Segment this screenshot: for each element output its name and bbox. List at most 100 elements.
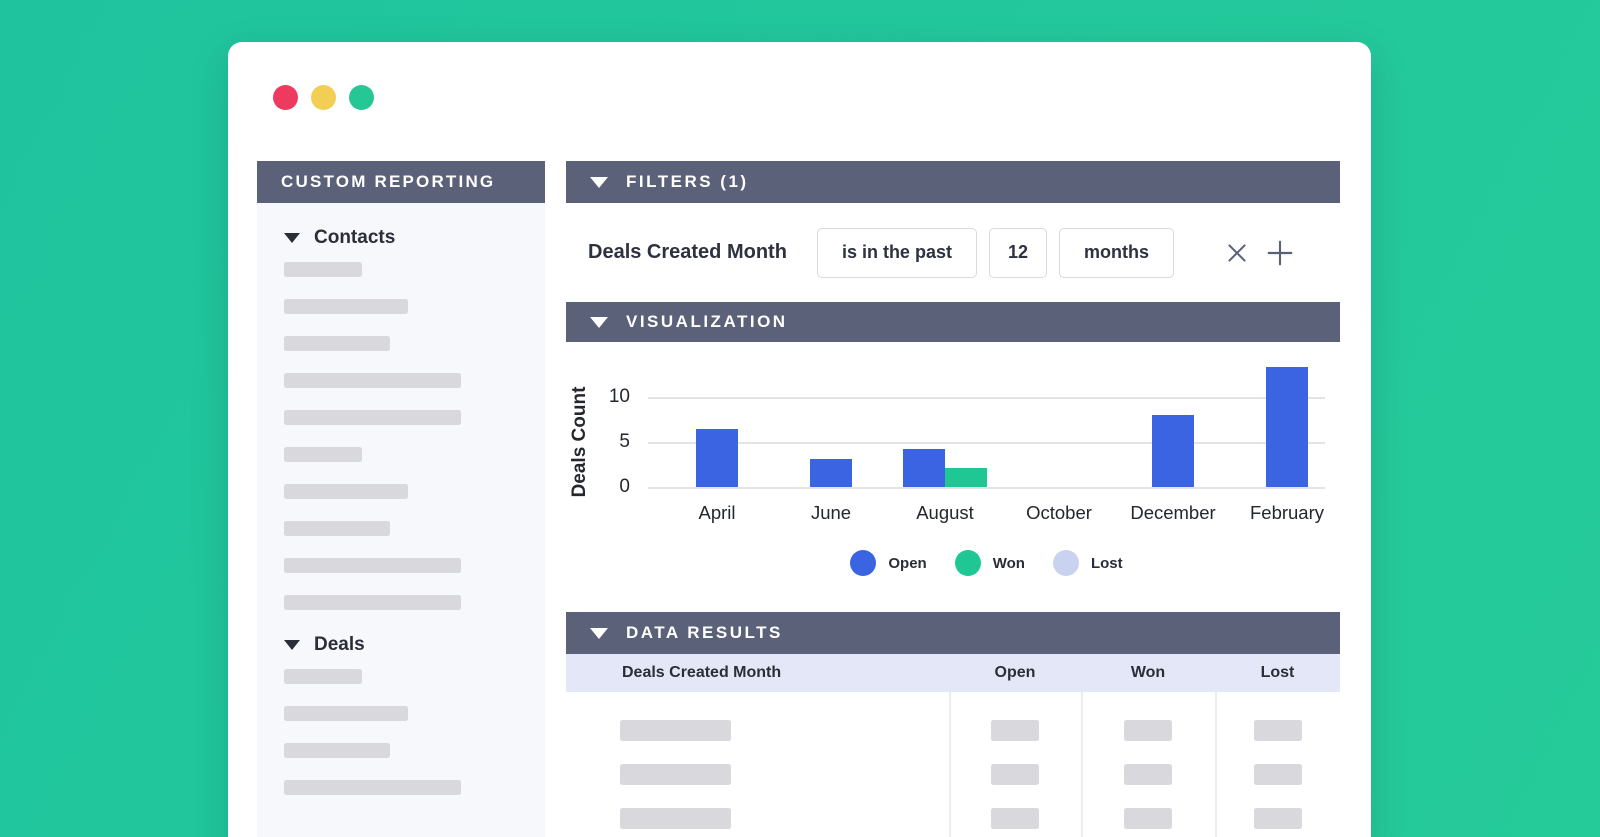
cell-skeleton <box>991 763 1039 785</box>
sidebar-skeleton-item[interactable] <box>284 595 461 610</box>
cell-skeleton <box>1253 719 1302 741</box>
open-bar[interactable] <box>903 449 945 487</box>
legend-swatch <box>850 550 877 576</box>
sidebar-skeleton-item[interactable] <box>284 336 390 351</box>
sidebar-skeleton-item[interactable] <box>284 669 362 684</box>
table-row[interactable] <box>566 796 1340 837</box>
x-icon <box>1228 243 1246 262</box>
cell-skeleton <box>1124 719 1172 741</box>
maximize-window-button[interactable] <box>349 85 374 110</box>
sidebar-skeleton-item[interactable] <box>284 262 362 277</box>
cell-skeleton <box>620 763 731 785</box>
bar-group-december <box>1152 415 1194 487</box>
table-body <box>566 692 1340 837</box>
triangle-down-icon <box>590 316 608 328</box>
column-header-open: Open <box>994 664 1036 681</box>
data-results-section-header[interactable]: DATA RESULTS <box>566 612 1340 654</box>
cell-skeleton <box>991 719 1039 741</box>
sidebar-skeleton-item[interactable] <box>284 410 461 425</box>
legend-item-lost[interactable]: Lost <box>1052 550 1123 576</box>
table-cell <box>566 763 949 785</box>
legend-swatch <box>1052 550 1079 576</box>
column-divider <box>949 692 951 837</box>
cell-skeleton <box>1124 807 1172 829</box>
triangle-down-icon <box>284 233 300 243</box>
sidebar-section-deals: Deals <box>284 632 545 795</box>
sidebar-skeleton-item[interactable] <box>284 484 408 499</box>
cell-skeleton <box>620 719 731 741</box>
open-bar[interactable] <box>696 429 738 487</box>
remove-filter-button[interactable] <box>1224 240 1250 266</box>
filter-value-input[interactable]: 12 <box>988 227 1047 278</box>
triangle-down-icon <box>590 627 608 639</box>
table-cell <box>566 807 949 829</box>
x-axis-label: December <box>1130 502 1216 523</box>
open-bar[interactable] <box>1266 367 1308 487</box>
filter-field-label: Deals Created Month <box>588 241 787 263</box>
open-bar[interactable] <box>810 459 852 487</box>
column-header-deals-created-month: Deals Created Month <box>622 664 782 681</box>
results-table: Deals Created Month Open Won Lost <box>566 654 1340 837</box>
sidebar-skeleton-item[interactable] <box>284 373 461 388</box>
chart-gridline <box>648 487 1325 489</box>
table-cell <box>949 719 1081 741</box>
column-header-lost: Lost <box>1260 664 1295 681</box>
data-results-title: DATA RESULTS <box>626 623 783 642</box>
x-axis-label: August <box>916 502 974 523</box>
sidebar-section-contacts: Contacts <box>284 225 545 610</box>
legend-item-won[interactable]: Won <box>954 550 1025 576</box>
bar-group-april <box>696 429 738 487</box>
sidebar-skeleton-item[interactable] <box>284 706 408 721</box>
legend-item-open[interactable]: Open <box>850 550 927 576</box>
sidebar-section-toggle[interactable]: Deals <box>284 632 545 658</box>
sidebar-skeleton-item[interactable] <box>284 299 408 314</box>
column-divider <box>1081 692 1083 837</box>
y-axis-title: Deals Count <box>569 386 590 498</box>
filter-operator-select[interactable]: is in the past <box>816 227 977 278</box>
y-axis-tick-label: 10 <box>608 386 630 407</box>
triangle-down-icon <box>590 176 608 188</box>
sidebar-title: CUSTOM REPORTING <box>281 172 496 191</box>
legend-swatch <box>954 550 981 576</box>
chart-legend: Open Won Lost <box>648 550 1325 576</box>
table-row[interactable] <box>566 752 1340 796</box>
cell-skeleton <box>1124 763 1172 785</box>
x-axis-label: June <box>810 502 852 523</box>
sidebar-skeleton-item[interactable] <box>284 558 461 573</box>
sidebar-section-label: Contacts <box>314 227 396 248</box>
x-axis-label: February <box>1249 502 1325 523</box>
sidebar-skeleton-item[interactable] <box>284 521 390 536</box>
add-filter-button[interactable] <box>1264 237 1296 269</box>
sidebar-body: Contacts Deals <box>257 203 545 837</box>
close-window-button[interactable] <box>273 85 298 110</box>
sidebar-header: CUSTOM REPORTING <box>257 161 545 203</box>
filter-unit-select[interactable]: months <box>1059 227 1174 278</box>
filter-row: Deals Created Month is in the past 12 mo… <box>566 203 1340 302</box>
filters-section-header[interactable]: FILTERS (1) <box>566 161 1340 203</box>
table-header-row: Deals Created Month Open Won Lost <box>566 654 1340 692</box>
won-bar[interactable] <box>945 468 987 487</box>
open-bar[interactable] <box>1152 415 1194 487</box>
sidebar-section-toggle[interactable]: Contacts <box>284 225 545 251</box>
sidebar-section-label: Deals <box>314 634 365 655</box>
sidebar-skeleton-item[interactable] <box>284 447 362 462</box>
legend-label: Lost <box>1090 554 1123 572</box>
x-axis-label: October <box>1026 502 1092 523</box>
table-cell <box>949 807 1081 829</box>
chart-gridline <box>648 397 1325 399</box>
table-row[interactable] <box>566 708 1340 752</box>
minimize-window-button[interactable] <box>311 85 336 110</box>
column-divider <box>1215 692 1217 837</box>
visualization-section-header[interactable]: VISUALIZATION <box>566 302 1340 342</box>
app-window: CUSTOM REPORTING Contacts Deals FILTERS (… <box>228 42 1371 837</box>
visualization-title: VISUALIZATION <box>626 312 788 331</box>
bar-chart: 0 5 10 Deals Count April June August October Dec… <box>566 342 1340 612</box>
legend-label: Won <box>992 554 1025 572</box>
sidebar-skeleton-item[interactable] <box>284 743 390 758</box>
table-cell <box>1215 719 1340 741</box>
legend-label: Open <box>888 554 927 572</box>
chart-gridline <box>648 442 1325 444</box>
filters-title: FILTERS (1) <box>626 172 749 191</box>
table-cell <box>566 719 949 741</box>
sidebar-skeleton-item[interactable] <box>284 780 461 795</box>
